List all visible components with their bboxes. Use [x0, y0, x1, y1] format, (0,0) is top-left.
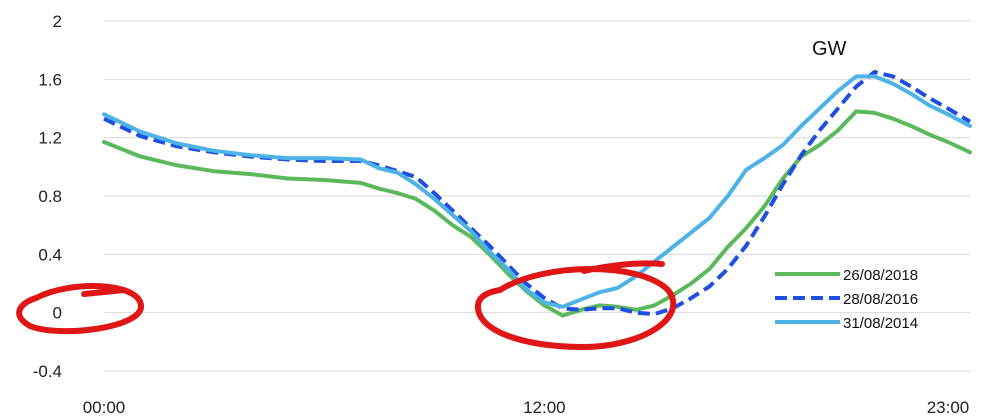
series-line-0 [102, 109, 972, 318]
y-tick-label: 0.4 [38, 245, 62, 264]
legend-label: 28/08/2016 [843, 291, 918, 308]
y-tick-label: -0.4 [33, 362, 62, 381]
gridlines [104, 20, 970, 372]
x-tick-label: 00:00 [83, 398, 126, 417]
series-line-1 [103, 70, 972, 317]
red-circle-zero-label [16, 283, 145, 335]
unit-label: GW [812, 38, 847, 60]
y-tick-label: 0 [53, 304, 62, 323]
series-line-2 [102, 74, 972, 309]
legend: 26/08/2018 28/08/2016 31/08/2014 [775, 267, 918, 332]
series-lines [102, 70, 972, 318]
legend-label: 26/08/2018 [843, 267, 918, 284]
red-circle-annotations [16, 260, 677, 351]
y-tick-label: 1.6 [38, 70, 62, 89]
red-circle-midday-dip [475, 266, 677, 351]
y-tick-label: 0.8 [38, 187, 62, 206]
y-tick-label: 1.2 [38, 129, 62, 148]
x-tick-label: 12:00 [523, 398, 566, 417]
y-tick-label: 2 [53, 12, 62, 31]
y-axis-tick-labels: -0.4 0 0.4 0.8 1.2 1.6 2 [33, 12, 62, 381]
red-stroke-zero-label [81, 287, 127, 297]
x-axis-tick-labels: 00:00 12:00 23:00 [83, 398, 970, 417]
red-stroke-midday-dip [581, 260, 665, 274]
legend-label: 31/08/2014 [843, 315, 918, 332]
x-tick-label: 23:00 [927, 398, 970, 417]
